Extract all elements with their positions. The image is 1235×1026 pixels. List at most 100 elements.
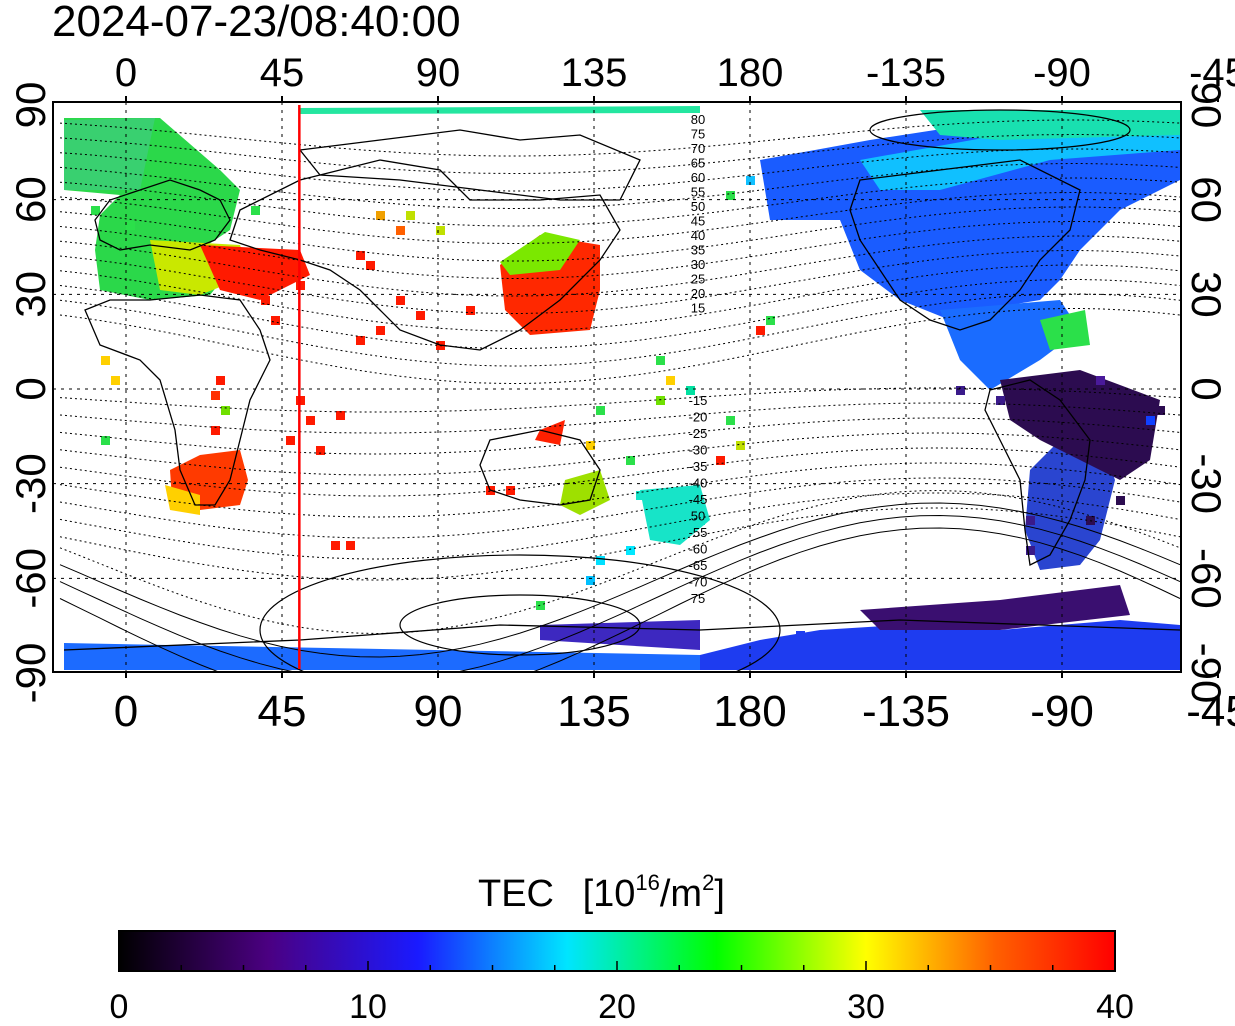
tec-patch-southern-africa-edge	[165, 485, 200, 515]
tec-sample-9	[336, 411, 345, 420]
bottom-longitude-labels: 0 45 90 135 180 -135 -90 -45	[114, 687, 1235, 736]
contour-label-north-6: 50	[691, 199, 705, 214]
tec-sample-37	[586, 576, 595, 585]
tec-sample-33	[506, 486, 515, 495]
contour-label-south-3: -30	[689, 443, 708, 458]
magnetic-contour-south-1	[59, 402, 1181, 434]
contour-label-north-5: 55	[691, 185, 705, 200]
tec-sample-6	[306, 416, 315, 425]
tec-sample-66	[586, 441, 595, 450]
magnetic-pole-south-inner	[399, 594, 641, 656]
tec-sample-11	[376, 326, 385, 335]
tec-sample-30	[126, 221, 135, 230]
tec-sample-42	[656, 396, 665, 405]
magnetic-contour-north-7	[59, 220, 1181, 280]
colorbar-label-2: 20	[598, 988, 636, 1021]
tec-sample-38	[596, 556, 605, 565]
contour-label-south-6: -45	[689, 492, 708, 507]
tec-patch-northeast-asia	[500, 232, 580, 275]
tec-sample-21	[396, 226, 405, 235]
tec-sample-24	[221, 406, 230, 415]
tec-sample-49	[746, 176, 755, 185]
tec-sample-10	[356, 336, 365, 345]
top-lon-label-3: 135	[561, 51, 628, 95]
magnetic-contour-south-3	[59, 432, 1181, 476]
tec-patch-caribbean	[1040, 310, 1090, 350]
magnetic-contour-south-7	[59, 492, 1181, 560]
tec-sample-51	[1056, 416, 1065, 425]
colorbar-unit-exp: 16	[635, 870, 659, 895]
tec-sample-62	[796, 631, 805, 640]
tec-sample-39	[626, 546, 635, 555]
tec-sample-19	[406, 211, 415, 220]
contour-label-north-10: 30	[691, 257, 705, 272]
contour-label-north-8: 40	[691, 228, 705, 243]
tec-sample-54	[1096, 376, 1105, 385]
bottom-lon-label-5: -135	[862, 687, 950, 736]
magnetic-contour-south-10	[59, 502, 1181, 658]
bottom-lon-label-0: 0	[114, 687, 138, 736]
left-lat-label-3: 0	[7, 377, 54, 400]
tec-sample-36	[536, 601, 545, 610]
contour-label-south-7: 50	[691, 509, 705, 524]
coastline-5	[984, 379, 1091, 566]
magnetic-contour-north-0	[59, 119, 1181, 157]
contour-label-north-1: 75	[691, 127, 705, 142]
tec-sample-65	[596, 406, 605, 415]
tec-sample-27	[111, 376, 120, 385]
top-lon-label-6: -90	[1033, 51, 1091, 95]
tec-sample-56	[1026, 546, 1035, 555]
contour-label-north-13: 15	[691, 301, 705, 316]
contour-label-north-3: 65	[691, 156, 705, 171]
tec-sample-26	[101, 356, 110, 365]
tec-sample-15	[466, 306, 475, 315]
tec-sample-45	[736, 441, 745, 450]
tec-sample-4	[271, 316, 280, 325]
coastline-3	[479, 429, 601, 506]
coastline-4	[849, 159, 1081, 331]
top-lon-label-0: 0	[115, 51, 137, 95]
tec-sample-55	[1026, 516, 1035, 525]
top-lon-label-2: 90	[416, 51, 461, 95]
right-lat-label-0: 90	[1183, 82, 1230, 129]
left-lat-label-2: 30	[7, 271, 54, 318]
tec-sample-13	[416, 311, 425, 320]
magnetic-contour-south-9	[59, 489, 1181, 635]
top-lon-label-4: 180	[717, 51, 784, 95]
magnetic-contour-north-12	[59, 293, 1181, 367]
top-lon-label-7: -45	[1189, 51, 1235, 95]
contour-label-south-9: -60	[689, 542, 708, 557]
tec-sample-3	[261, 296, 270, 305]
tec-sample-40	[656, 356, 665, 365]
contour-label-north-7: 45	[691, 214, 705, 229]
contour-label-south-4: -35	[689, 459, 708, 474]
magnetic-contour-north-8	[59, 235, 1181, 297]
magnetic-contour-south-8	[59, 507, 1181, 581]
tec-sample-8	[316, 446, 325, 455]
left-lat-label-1: 60	[7, 176, 54, 223]
contour-label-north-4: 60	[691, 170, 705, 185]
right-lat-label-1: 60	[1183, 176, 1230, 223]
top-lon-label-1: 45	[260, 51, 305, 95]
left-latitude-labels: 90 60 30 0 -30 -60 -90	[7, 82, 54, 704]
timestamp-title: 2024-07-23/08:40:00	[52, 0, 461, 46]
contour-label-north-0: 80	[691, 112, 705, 127]
magnetic-pole-south-outer	[259, 554, 781, 672]
magnetic-contour-north-9	[59, 249, 1181, 315]
tec-sample-25	[211, 426, 220, 435]
colorbar-label-1: 10	[349, 988, 387, 1021]
colorbar-unit-mid: /m	[660, 873, 702, 915]
tec-sample-68	[636, 491, 645, 500]
right-lat-label-3: 0	[1183, 377, 1230, 400]
right-lat-label-4: -30	[1183, 453, 1230, 514]
contour-label-south-0: -15	[689, 393, 708, 408]
colorbar-label-4: 40	[1096, 988, 1134, 1021]
tec-sample-47	[756, 326, 765, 335]
contour-label-south-12: 75	[691, 591, 705, 606]
contour-label-north-12: 20	[691, 286, 705, 301]
tec-patch-australia-south	[560, 470, 610, 515]
tec-patch-atlantic-dark	[1000, 370, 1160, 480]
tec-sample-64	[576, 626, 585, 635]
tec-sample-48	[766, 316, 775, 325]
tec-sample-41	[666, 376, 675, 385]
